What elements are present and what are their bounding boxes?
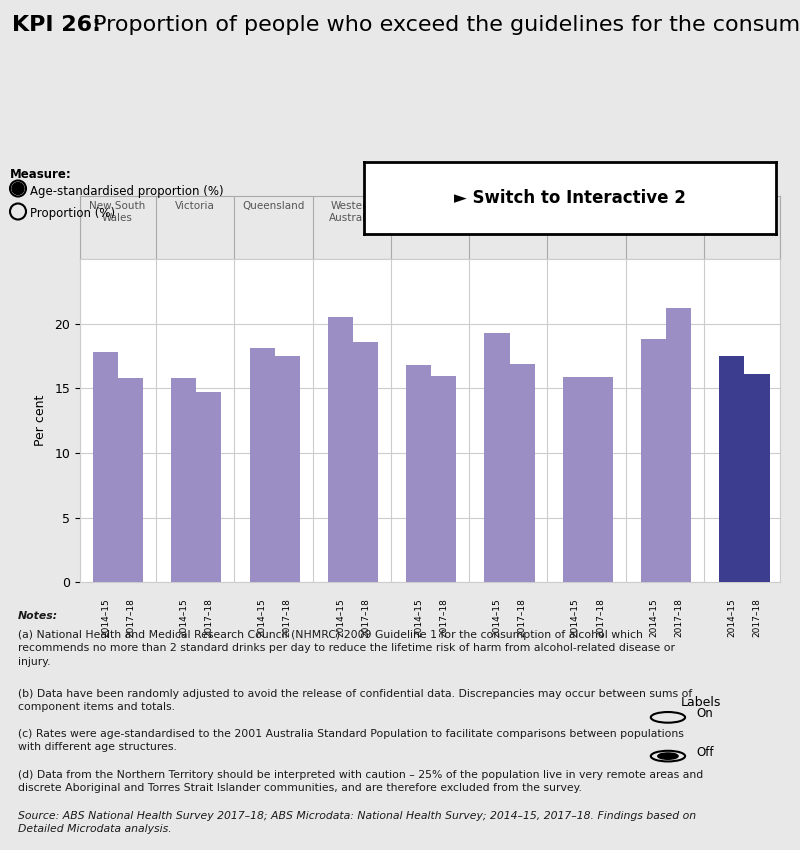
Bar [171, 378, 196, 582]
Text: KPI 26:: KPI 26: [12, 15, 101, 35]
Text: New South
Wales: New South Wales [89, 201, 145, 223]
Text: 2014–15: 2014–15 [571, 598, 580, 637]
Text: National: National [722, 201, 765, 211]
Text: 2014–15: 2014–15 [179, 598, 188, 637]
Y-axis label: Per cent: Per cent [34, 395, 47, 446]
Text: 2017–18: 2017–18 [126, 598, 135, 637]
Text: 2017–18: 2017–18 [753, 598, 762, 637]
Bar [562, 377, 588, 582]
Text: Australian
Capital
Territory: Australian Capital Territory [560, 201, 613, 235]
Text: Victoria: Victoria [175, 201, 215, 211]
Text: 2017–18: 2017–18 [282, 598, 292, 637]
Text: (b) Data have been randomly adjusted to avoid the release of confidential data. : (b) Data have been randomly adjusted to … [18, 688, 693, 711]
Text: Proportion (%): Proportion (%) [30, 207, 115, 220]
Bar [510, 364, 534, 582]
Circle shape [12, 183, 24, 195]
Bar [719, 356, 745, 582]
Text: Labels: Labels [681, 695, 721, 709]
Text: Source: ABS National Health Survey 2017–18; ABS Microdata: National Health Surve: Source: ABS National Health Survey 2017–… [18, 811, 696, 834]
Text: ► Switch to Interactive 2: ► Switch to Interactive 2 [454, 189, 686, 207]
Text: Northern
Territory: Northern Territory [642, 201, 688, 223]
Text: 2014–15: 2014–15 [101, 598, 110, 637]
Text: Western
Australia: Western Australia [329, 201, 375, 223]
Bar [431, 376, 456, 582]
Text: Queensland: Queensland [242, 201, 305, 211]
Bar [485, 333, 510, 582]
Text: 2014–15: 2014–15 [336, 598, 345, 637]
Text: Tasmania: Tasmania [484, 201, 533, 211]
Bar [118, 378, 143, 582]
Text: 2014–15: 2014–15 [727, 598, 737, 637]
Text: South
Australia: South Australia [406, 201, 454, 223]
Bar [93, 352, 118, 582]
Text: 2014–15: 2014–15 [649, 598, 658, 637]
Text: 2017–18: 2017–18 [596, 598, 605, 637]
Text: 2017–18: 2017–18 [204, 598, 214, 637]
Bar [641, 339, 666, 582]
Bar [406, 366, 431, 582]
Bar [588, 377, 613, 582]
Text: 2017–18: 2017–18 [518, 598, 526, 637]
Text: 2014–15: 2014–15 [258, 598, 266, 637]
Text: 2014–15: 2014–15 [414, 598, 423, 637]
Text: On: On [697, 707, 714, 720]
Text: (c) Rates were age-standardised to the 2001 Australia Standard Population to fac: (c) Rates were age-standardised to the 2… [18, 729, 684, 752]
Bar [353, 342, 378, 582]
Text: (a) National Health and Medical Research Council (NHMRC) 2009 Guideline 1 for th: (a) National Health and Medical Research… [18, 630, 675, 666]
Bar [250, 348, 274, 582]
Text: 2017–18: 2017–18 [361, 598, 370, 637]
Text: Age-standardised proportion (%): Age-standardised proportion (%) [30, 184, 224, 197]
Circle shape [658, 753, 678, 759]
Text: 2017–18: 2017–18 [674, 598, 683, 637]
Bar [745, 374, 770, 582]
Bar [666, 309, 691, 582]
Bar [274, 356, 300, 582]
Text: 2014–15: 2014–15 [493, 598, 502, 637]
Text: (d) Data from the Northern Territory should be interpreted with caution – 25% of: (d) Data from the Northern Territory sho… [18, 770, 703, 793]
Text: Proportion of people who exceed the guidelines for the consumption of alcohol: Proportion of people who exceed the guid… [86, 15, 800, 35]
Text: Notes:: Notes: [18, 611, 58, 620]
Text: Off: Off [697, 746, 714, 759]
Bar [196, 393, 222, 582]
Text: Measure:: Measure: [10, 168, 72, 182]
Bar [328, 317, 353, 582]
Text: 2017–18: 2017–18 [439, 598, 448, 637]
